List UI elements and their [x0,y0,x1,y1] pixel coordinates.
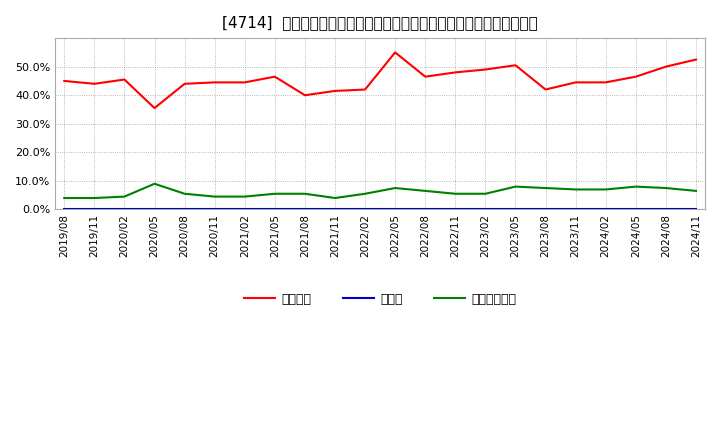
繰延税金資産 [541,185,550,191]
Title: [4714]  自己資本、のれん、繰延税金資産の総資産に対する比率の推移: [4714] 自己資本、のれん、繰延税金資産の総資産に対する比率の推移 [222,15,538,30]
繰延税金資産 [391,185,400,191]
Line: 繰延税金資産: 繰延税金資産 [64,184,696,198]
自己資本 [572,80,580,85]
のれん [601,206,610,211]
繰延税金資産 [692,188,701,194]
自己資本 [662,64,670,70]
のれん [330,206,339,211]
のれん [662,206,670,211]
のれん [240,206,249,211]
繰延税金資産 [330,195,339,201]
繰延税金資産 [421,188,430,194]
のれん [572,206,580,211]
自己資本 [631,74,640,79]
自己資本 [330,88,339,94]
のれん [210,206,219,211]
繰延税金資産 [601,187,610,192]
のれん [180,206,189,211]
自己資本 [511,62,520,68]
自己資本 [692,57,701,62]
繰延税金資産 [240,194,249,199]
繰延税金資産 [60,195,68,201]
Legend: 自己資本, のれん, 繰延税金資産: 自己資本, のれん, 繰延税金資産 [239,288,521,311]
自己資本 [150,106,159,111]
自己資本 [361,87,369,92]
自己資本 [210,80,219,85]
自己資本 [391,50,400,55]
自己資本 [90,81,99,86]
繰延税金資産 [271,191,279,196]
繰延税金資産 [90,195,99,201]
自己資本 [541,87,550,92]
のれん [631,206,640,211]
繰延税金資産 [631,184,640,189]
繰延税金資産 [481,191,490,196]
のれん [120,206,129,211]
繰延税金資産 [180,191,189,196]
繰延税金資産 [150,181,159,187]
のれん [300,206,309,211]
のれん [90,206,99,211]
繰延税金資産 [511,184,520,189]
自己資本 [481,67,490,72]
自己資本 [601,80,610,85]
のれん [271,206,279,211]
Line: 自己資本: 自己資本 [64,52,696,108]
繰延税金資産 [572,187,580,192]
のれん [150,206,159,211]
繰延税金資産 [361,191,369,196]
自己資本 [60,78,68,84]
のれん [421,206,430,211]
自己資本 [421,74,430,79]
繰延税金資産 [120,194,129,199]
自己資本 [300,92,309,98]
繰延税金資産 [300,191,309,196]
自己資本 [451,70,459,75]
のれん [481,206,490,211]
のれん [692,206,701,211]
自己資本 [120,77,129,82]
自己資本 [240,80,249,85]
繰延税金資産 [662,185,670,191]
のれん [511,206,520,211]
繰延税金資産 [210,194,219,199]
のれん [361,206,369,211]
のれん [60,206,68,211]
のれん [451,206,459,211]
繰延税金資産 [451,191,459,196]
のれん [391,206,400,211]
自己資本 [271,74,279,79]
自己資本 [180,81,189,86]
のれん [541,206,550,211]
